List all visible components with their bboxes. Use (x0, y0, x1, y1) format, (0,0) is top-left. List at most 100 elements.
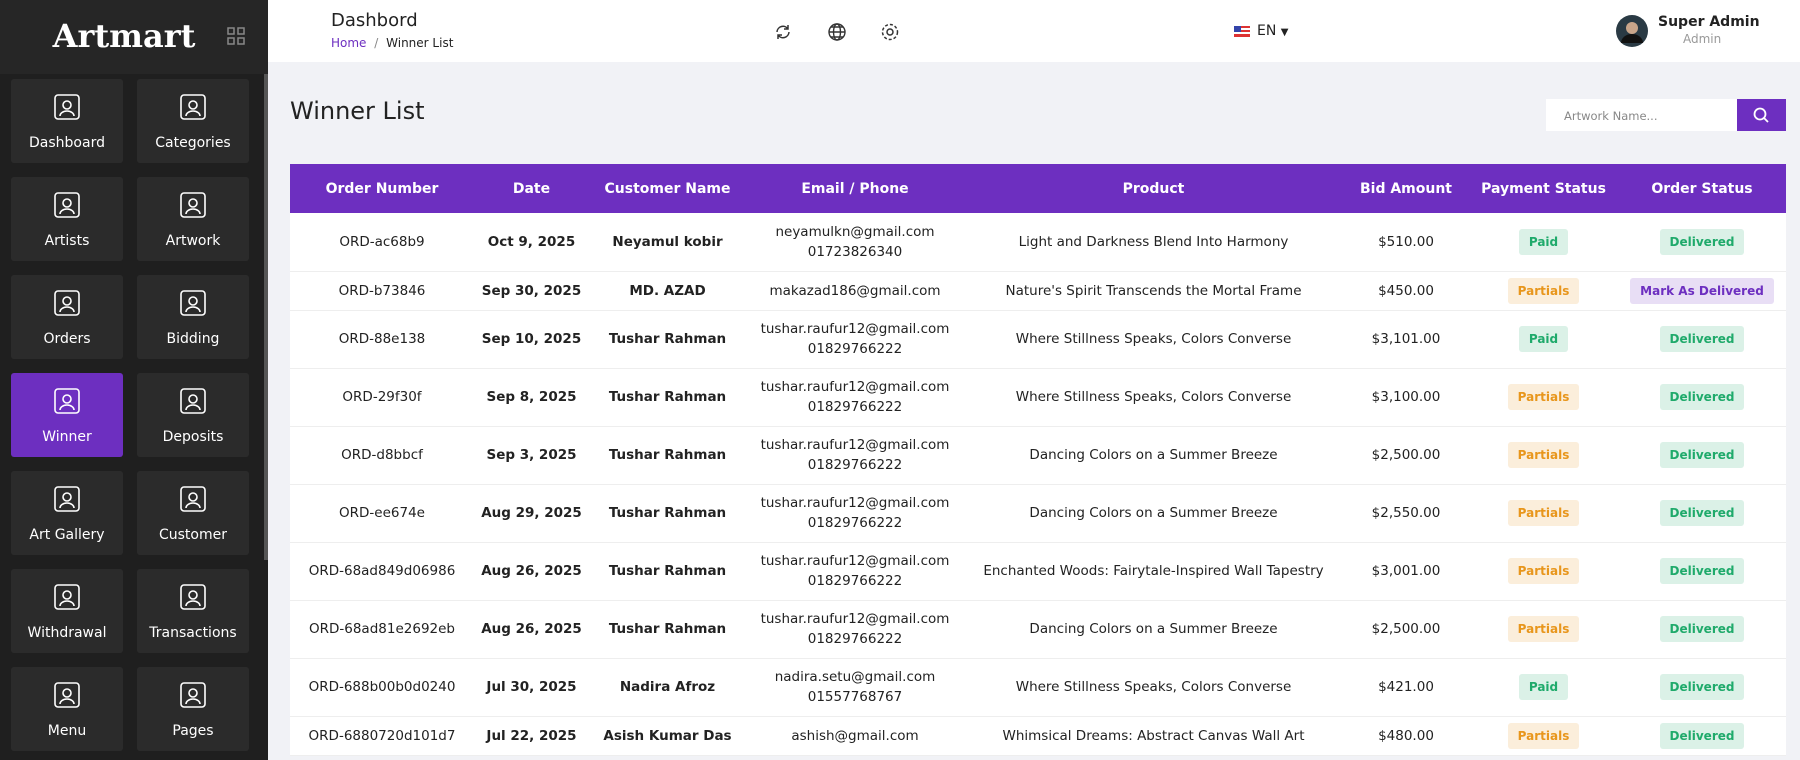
order-date: Oct 9, 2025 (474, 213, 589, 272)
menu-toggle[interactable] (226, 26, 246, 46)
email: tushar.raufur12@gmail.com (760, 379, 950, 395)
bid-amount: $2,550.00 (1343, 484, 1469, 543)
payment-badge: Paid (1518, 228, 1569, 255)
email: makazad186@gmail.com (769, 282, 941, 299)
status-cell: Delivered (1618, 368, 1786, 427)
status-badge: Delivered (1659, 384, 1745, 410)
bid-amount: $2,500.00 (1343, 600, 1469, 659)
phone: 01557768767 (807, 689, 903, 705)
bid-amount: $480.00 (1343, 716, 1469, 756)
nav-label[interactable]: Withdrawal (27, 625, 107, 641)
topbar: Dashbord Home / Winner List EN ▼ Super A… (268, 0, 1800, 62)
nav-item[interactable]: Dashboard (11, 79, 123, 163)
nav-label[interactable]: Bidding (166, 331, 220, 347)
table-row: ORD-688b00b0d0240 Jul 30, 2025 Nadira Afro… (290, 658, 1786, 717)
nav-icon (180, 94, 206, 120)
contact: tushar.raufur12@gmail.com 01829766222 (746, 368, 964, 427)
settings-icon[interactable] (880, 22, 900, 42)
nav-label[interactable]: Artwork (165, 233, 221, 249)
payment-cell: Partials (1469, 271, 1618, 311)
nav-item[interactable]: Menu (11, 667, 123, 751)
nav-item[interactable]: Orders (11, 275, 123, 359)
nav-item[interactable]: Withdrawal (11, 569, 123, 653)
column-header: Bid Amount (1343, 164, 1469, 213)
email: tushar.raufur12@gmail.com (760, 495, 950, 511)
nav-icon (54, 192, 80, 218)
nav-item[interactable]: Artists (11, 177, 123, 261)
breadcrumb-home[interactable]: Home (331, 36, 367, 50)
breadcrumb: Home / Winner List (331, 36, 453, 50)
payment-badge: Paid (1518, 326, 1569, 352)
flag-icon (1234, 26, 1250, 37)
nav-item[interactable]: Deposits (137, 373, 249, 457)
contact: ashish@gmail.com (746, 716, 964, 756)
email: tushar.raufur12@gmail.com (760, 437, 950, 453)
nav-label[interactable]: Menu (47, 723, 87, 739)
status-cell: Delivered (1618, 658, 1786, 717)
column-header: Product (964, 164, 1343, 213)
nav-label[interactable]: Orders (43, 331, 91, 347)
nav-item[interactable]: Art Gallery (11, 471, 123, 555)
nav-item[interactable]: Customer (137, 471, 249, 555)
customer-name: Nadira Afroz (589, 658, 746, 717)
nav-item[interactable]: Categories (137, 79, 249, 163)
status-badge: Delivered (1659, 326, 1745, 352)
nav-label[interactable]: Transactions (149, 625, 237, 641)
nav-label[interactable]: Pages (172, 723, 214, 739)
nav-icon (180, 388, 206, 414)
status-badge: Delivered (1659, 722, 1745, 749)
order-number: ORD-68ad81e2692eb (290, 600, 474, 659)
nav-label[interactable]: Dashboard (29, 135, 105, 151)
brand[interactable]: Artmart (52, 17, 196, 55)
status-cell: Delivered (1618, 310, 1786, 369)
refresh-icon[interactable] (773, 22, 793, 42)
nav-item[interactable]: Artwork (137, 177, 249, 261)
nav-item[interactable]: Transactions (137, 569, 249, 653)
customer-name: Tushar Rahman (589, 484, 746, 543)
email: tushar.raufur12@gmail.com (760, 611, 950, 627)
nav-label[interactable]: Customer (158, 527, 227, 543)
globe-icon[interactable] (827, 22, 847, 42)
search-button[interactable] (1737, 99, 1786, 131)
avatar[interactable] (1616, 15, 1648, 47)
sidebar: Artmart Dashboard Categories Artists Artwor… (0, 0, 268, 760)
status-badge: Delivered (1659, 442, 1745, 468)
order-date: Sep 3, 2025 (474, 426, 589, 485)
product: Whimsical Dreams: Abstract Canvas Wall A… (964, 716, 1343, 756)
contact: tushar.raufur12@gmail.com 01829766222 (746, 542, 964, 601)
nav-icon (180, 192, 206, 218)
product: Dancing Colors on a Summer Breeze (964, 600, 1343, 659)
payment-cell: Paid (1469, 310, 1618, 369)
nav-label[interactable]: Artists (44, 233, 90, 249)
product: Nature's Spirit Transcends the Mortal Fr… (964, 271, 1343, 311)
breadcrumb-current: Winner List (386, 36, 454, 50)
language-label[interactable]: EN (1257, 23, 1277, 39)
nav-label[interactable]: Deposits (162, 429, 224, 445)
order-number: ORD-ac68b9 (290, 213, 474, 272)
product: Where Stillness Speaks, Colors Converse (964, 310, 1343, 369)
product: Where Stillness Speaks, Colors Converse (964, 368, 1343, 427)
user-role: Admin (1683, 32, 1722, 46)
nav-item[interactable]: Winner (11, 373, 123, 457)
nav-label[interactable]: Winner (42, 429, 92, 445)
payment-cell: Partials (1469, 484, 1618, 543)
nav-icon (54, 388, 80, 414)
nav-item[interactable]: Bidding (137, 275, 249, 359)
phone: 01829766222 (807, 515, 903, 531)
table-row: ORD-29f30f Sep 8, 2025 Tushar Rahman tushar… (290, 368, 1786, 427)
status-badge[interactable]: Mark As Delivered (1630, 277, 1774, 304)
language[interactable]: EN ▼ (1257, 23, 1289, 39)
status-badge: Delivered (1659, 500, 1745, 526)
customer-name: Neyamul kobir (589, 213, 746, 272)
nav-label[interactable]: Categories (155, 135, 231, 151)
phone: 01829766222 (807, 399, 903, 415)
nav-label[interactable]: Art Gallery (29, 527, 105, 543)
search-input[interactable]: Artwork Name... (1546, 99, 1737, 131)
payment-cell: Paid (1469, 213, 1618, 272)
payment-cell: Partials (1469, 426, 1618, 485)
nav-item[interactable]: Pages (137, 667, 249, 751)
nav-icon (180, 584, 206, 610)
status-cell: Mark As Delivered (1618, 271, 1786, 311)
table-row: ORD-6880720d101d7 Jul 22, 2025 Asish Kumar… (290, 716, 1786, 756)
